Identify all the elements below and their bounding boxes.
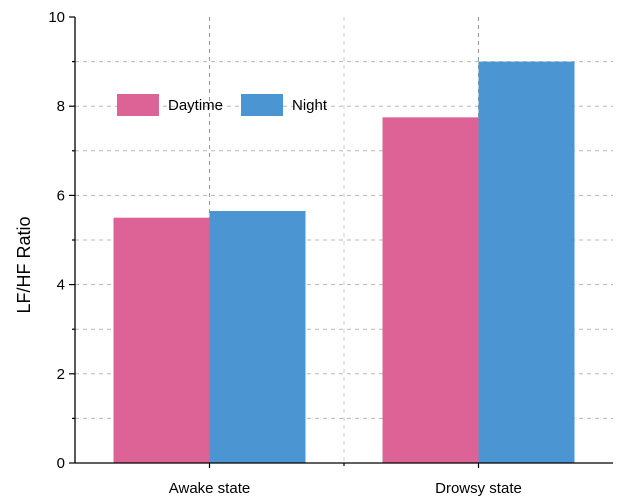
y-tick-label: 2 [57, 366, 65, 383]
bar-daytime-2 [382, 117, 479, 463]
legend-swatch-night [241, 94, 283, 116]
bars [113, 61, 575, 463]
y-tick-label: 6 [57, 187, 65, 204]
x-tick-label: Drowsy state [435, 480, 522, 497]
x-tick-label: Awake state [169, 480, 250, 497]
legend-swatch-daytime [117, 94, 159, 116]
bar-daytime-1 [113, 217, 210, 463]
y-tick-label: 4 [57, 277, 65, 294]
legend: Daytime Night [117, 94, 328, 116]
y-tick-label: 10 [48, 9, 65, 26]
axes [69, 16, 613, 468]
legend-label-night: Night [292, 97, 328, 114]
y-tick-label: 8 [57, 98, 65, 115]
tick-labels: 0 2 4 6 8 10 Awake state Drowsy state [48, 9, 522, 497]
y-tick-label: 0 [57, 455, 65, 472]
bar-night-2 [478, 61, 575, 463]
y-axis-title: LF/HF Ratio [14, 216, 34, 313]
legend-label-daytime: Daytime [168, 97, 223, 114]
bar-night-1 [209, 211, 306, 463]
